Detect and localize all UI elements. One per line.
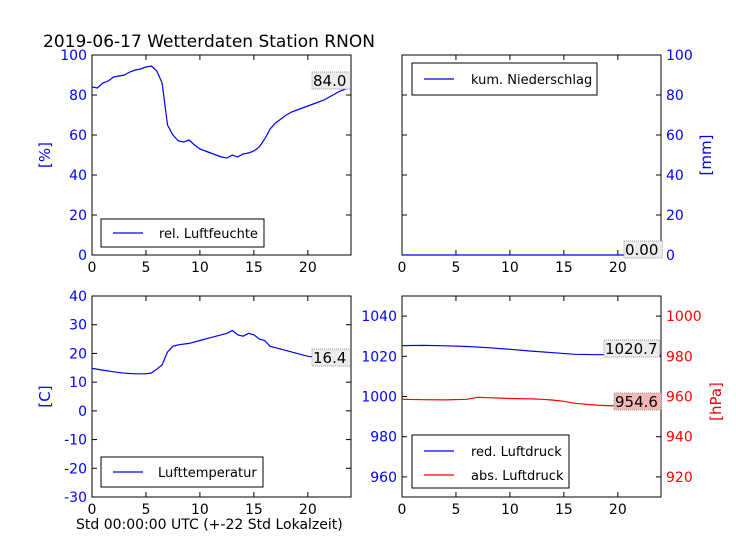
legend-box (411, 434, 570, 489)
series-line-0 (91, 329, 352, 375)
y-axis-label: [mm] (697, 135, 715, 176)
series-line-1 (401, 396, 662, 408)
legend-label: rel. Luftfeuchte (159, 227, 258, 242)
last-value-label-blue: 1020.7 (605, 340, 658, 358)
last-value-label-box (311, 348, 351, 367)
y-tick-label: -30 (64, 490, 87, 506)
x-tick-label: 20 (299, 260, 317, 276)
chart-precipitation: 0 5 10 15 20 0 20 40 60 80 100 [mm] 0.00 kum. Nieders… (398, 48, 715, 276)
y-tick-label: 1000 (361, 390, 397, 406)
y-tick-label: 10 (69, 375, 87, 391)
x-tick-label: 0 (88, 260, 97, 276)
chart-pressure: 0 5 10 15 20 960 980 1000 1020 1040 920 940 960 980 10… (361, 295, 725, 518)
y-tick-label: 100 (666, 48, 693, 64)
chart-temperature: 0 5 10 15 20 -30 -20 -10 0 10 20 30 40 [C] 16.4 Lufttem… (36, 289, 352, 518)
x-tick-label: 10 (501, 502, 519, 518)
x-tick-label: 20 (299, 502, 317, 518)
y-tick-label-right: 920 (666, 470, 693, 486)
y-tick-label: 20 (69, 208, 87, 224)
y-tick-label-right: 940 (666, 430, 693, 446)
y-tick-label: 0 (78, 248, 87, 264)
x-tick-label: 5 (451, 260, 460, 276)
x-tick-label: 5 (141, 260, 150, 276)
y-tick-label: 960 (370, 470, 397, 486)
y-tick-label: 40 (69, 168, 87, 184)
x-tick-label: 15 (555, 502, 573, 518)
y-axis-label-right: [hPa] (707, 382, 725, 421)
y-tick-label-right: 1000 (666, 309, 702, 325)
legend-label: kum. Niederschlag (471, 73, 592, 88)
x-tick-label: 0 (88, 502, 97, 518)
x-tick-label: 5 (141, 502, 150, 518)
y-tick-label: 100 (60, 48, 87, 64)
last-value-label-box (311, 71, 351, 90)
figure-title: 2019-06-17 Wetterdaten Station RNON (43, 32, 375, 52)
last-value-label-blue-box (603, 339, 661, 358)
y-tick-label: 60 (69, 128, 87, 144)
legend-label: abs. Luftdruck (471, 469, 564, 484)
y-tick-label: 40 (666, 168, 684, 184)
series-line-0 (91, 65, 352, 159)
y-tick-label-right: 960 (666, 390, 693, 406)
y-tick-label: 40 (69, 289, 87, 305)
x-tick-label: 15 (555, 260, 573, 276)
y-tick-label: 0 (78, 404, 87, 420)
y-tick-label: -20 (64, 461, 87, 477)
last-value-label-red: 954.6 (615, 393, 658, 411)
x-tick-label: 15 (245, 260, 263, 276)
x-axis-caption: Std 00:00:00 UTC (+-22 Std Lokalzeit) (76, 517, 343, 533)
x-tick-label: 20 (609, 260, 627, 276)
last-value-label: 0.00 (625, 241, 658, 259)
x-tick-label: 10 (191, 502, 209, 518)
x-tick-label: 15 (245, 502, 263, 518)
x-tick-label: 0 (398, 260, 407, 276)
y-tick-label: 20 (666, 208, 684, 224)
last-value-label: 16.4 (313, 349, 346, 367)
legend-label: red. Luftdruck (471, 445, 562, 460)
x-tick-label: 5 (451, 502, 460, 518)
x-tick-label: 10 (191, 260, 209, 276)
x-tick-label: 20 (609, 502, 627, 518)
chart-humidity: 0 5 10 15 20 0 20 40 60 80 100 [%] 84.0 rel. Luftfeuc… (36, 48, 352, 276)
y-tick-label: 80 (69, 88, 87, 104)
x-tick-label: 0 (398, 502, 407, 518)
y-tick-label: 30 (69, 318, 87, 334)
y-tick-label: 980 (370, 430, 397, 446)
y-tick-label: 80 (666, 88, 684, 104)
last-value-label-box (623, 240, 663, 259)
last-value-label-red-box (613, 392, 662, 411)
y-axis-label: [C] (36, 385, 54, 407)
last-value-label: 84.0 (313, 72, 346, 90)
legend-label: Lufttemperatur (158, 466, 257, 481)
y-tick-label: 1040 (361, 309, 397, 325)
y-tick-label: 20 (69, 346, 87, 362)
y-tick-label: -10 (64, 433, 87, 449)
plot-frame (91, 295, 352, 498)
y-tick-label-right: 980 (666, 349, 693, 365)
plot-frame (91, 54, 352, 256)
y-tick-label: 0 (666, 248, 675, 264)
y-tick-label: 1020 (361, 349, 397, 365)
x-tick-label: 10 (501, 260, 519, 276)
y-tick-label: 60 (666, 128, 684, 144)
y-axis-label: [%] (36, 142, 54, 168)
